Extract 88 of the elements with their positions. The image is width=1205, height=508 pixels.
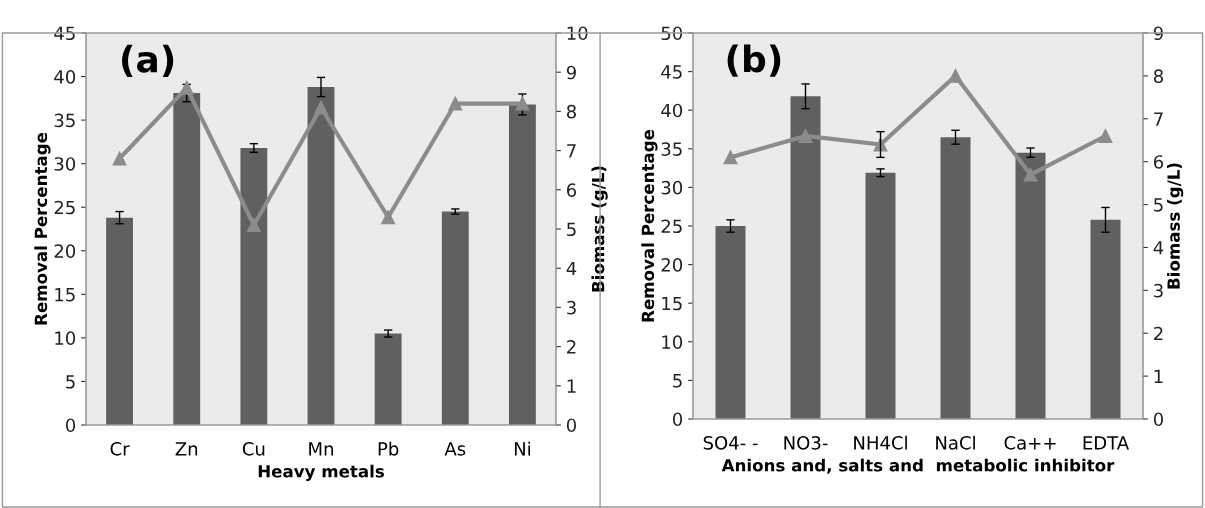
y-tick-label: 30	[661, 180, 683, 195]
y2-tick-label: 6	[566, 183, 577, 197]
y-tick-label: 30	[54, 157, 76, 171]
y2-axis-title: Biomass (g/L)	[591, 166, 608, 292]
bar	[715, 226, 746, 419]
y2-axis-title: Biomass (g/L)	[1166, 163, 1184, 289]
y-axis-title: Removal Percentage	[34, 132, 51, 325]
y2-tick-label: 0	[1153, 412, 1164, 427]
point	[314, 100, 328, 115]
y2-tick-label: 1	[1154, 369, 1163, 383]
y-tick-label: 35	[54, 113, 75, 128]
bar	[865, 172, 896, 419]
x-tick-label: Zn	[175, 442, 198, 456]
y-tick-label: 45	[661, 65, 682, 79]
bar	[173, 93, 201, 425]
y2-tick-label: 6	[1153, 155, 1164, 169]
point	[515, 96, 530, 111]
y-tick-label: 15	[662, 296, 682, 311]
bar	[940, 137, 971, 419]
point	[723, 150, 738, 165]
y2-tick-label: 5	[567, 222, 576, 237]
y2-tick-label: 5	[1154, 198, 1163, 212]
point	[798, 128, 813, 143]
point	[448, 96, 463, 111]
y2-tick-label: 9	[1153, 26, 1163, 41]
y-tick-label: 40	[54, 70, 76, 84]
x-tick-label: NO3-	[784, 435, 828, 450]
y-tick-label: 50	[661, 26, 683, 41]
y2-tick-label: 7	[1154, 112, 1163, 126]
y-tick-label: 0	[672, 412, 683, 427]
x-axis-title: Heavy metals	[258, 464, 384, 481]
bar	[307, 87, 335, 425]
y2-tick-label: 8	[1153, 69, 1163, 84]
y-tick-label: 0	[65, 418, 76, 433]
bar	[374, 333, 402, 425]
bar	[106, 217, 133, 425]
y2-tick-label: 10	[567, 26, 588, 41]
x-tick-label: As	[444, 442, 466, 456]
x-tick-label: Mn	[309, 442, 333, 456]
y2-tick-label: 0	[566, 418, 577, 433]
bar	[509, 104, 536, 425]
y-tick-label: 35	[661, 142, 682, 156]
y-tick-label: 20	[54, 244, 76, 258]
annotation: (a)	[122, 44, 174, 77]
bar	[240, 147, 268, 425]
bar	[790, 96, 821, 419]
y-tick-label: 10	[55, 331, 76, 346]
bar	[1015, 152, 1046, 419]
annotation: (b)	[727, 44, 781, 77]
y2-tick-label: 9	[566, 65, 576, 80]
y2-tick-label: 2	[567, 340, 576, 354]
y-tick-label: 25	[661, 219, 682, 234]
y-tick-label: 5	[66, 375, 75, 389]
point	[1023, 167, 1038, 182]
y2-tick-label: 8	[566, 104, 576, 119]
x-tick-label: Ca++	[1004, 435, 1056, 450]
x-tick-label: Cu	[242, 441, 265, 456]
point	[179, 80, 194, 95]
x-tick-label: Pb	[378, 441, 399, 456]
x-tick-label: NH4Cl	[854, 435, 907, 450]
y2-tick-label: 2	[1154, 326, 1163, 341]
y2-tick-label: 3	[567, 300, 576, 315]
point	[381, 210, 396, 225]
y-tick-label: 15	[55, 288, 75, 302]
y-tick-label: 5	[673, 374, 682, 388]
y-tick-label: 45	[54, 26, 75, 41]
point	[1098, 128, 1113, 143]
x-axis-title: Anions and, salts and metabolic inhibitor	[721, 458, 1115, 474]
y-tick-label: 20	[661, 258, 683, 272]
y2-tick-label: 1	[567, 379, 576, 393]
y-axis-title: Removal Percentage	[641, 129, 658, 322]
y2-tick-label: 4	[566, 261, 577, 276]
bar	[441, 211, 469, 425]
y-tick-label: 40	[661, 103, 683, 118]
y2-tick-label: 3	[1154, 283, 1163, 298]
point	[948, 68, 963, 83]
bar	[1090, 219, 1121, 419]
point	[246, 218, 261, 233]
y-tick-label: 25	[54, 200, 75, 215]
x-tick-label: Ni	[514, 441, 530, 456]
y2-tick-label: 4	[1153, 241, 1164, 255]
y2-tick-label: 7	[567, 144, 576, 158]
x-tick-label: Cr	[110, 441, 130, 456]
point	[112, 151, 127, 166]
x-tick-label: NaCl	[936, 435, 975, 450]
x-tick-label: EDTA	[1083, 436, 1129, 450]
x-tick-label: SO4- -	[703, 435, 758, 450]
y-tick-label: 10	[662, 335, 683, 349]
